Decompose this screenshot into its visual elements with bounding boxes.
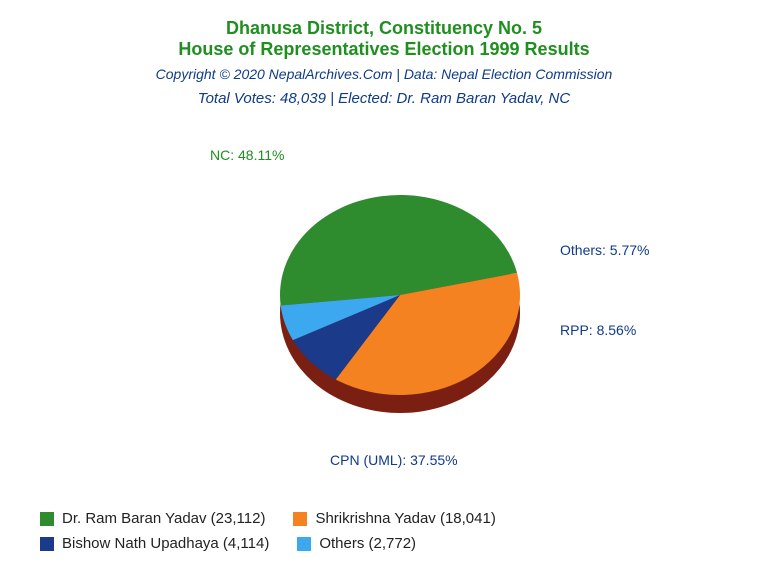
slice-label: Others: 5.77%: [560, 242, 650, 258]
legend-text: Others (2,772): [319, 535, 416, 552]
pie-wrap: [260, 167, 540, 447]
pie-svg: [260, 167, 540, 447]
slice-label: RPP: 8.56%: [560, 322, 636, 338]
legend-text: Bishow Nath Upadhaya (4,114): [62, 535, 269, 552]
legend-item: Bishow Nath Upadhaya (4,114): [40, 535, 269, 552]
slice-label: CPN (UML): 37.55%: [330, 452, 458, 468]
legend-swatch: [293, 512, 307, 526]
title-line-1: Dhanusa District, Constituency No. 5: [0, 18, 768, 39]
legend-item: Dr. Ram Baran Yadav (23,112): [40, 510, 265, 527]
slice-label: NC: 48.11%: [210, 147, 284, 163]
legend-text: Shrikrishna Yadav (18,041): [315, 510, 495, 527]
legend-swatch: [40, 537, 54, 551]
legend-item: Shrikrishna Yadav (18,041): [293, 510, 495, 527]
copyright-text: Copyright © 2020 NepalArchives.Com | Dat…: [0, 66, 768, 82]
legend: Dr. Ram Baran Yadav (23,112) Shrikrishna …: [40, 510, 720, 552]
legend-item: Others (2,772): [297, 535, 416, 552]
title-block: Dhanusa District, Constituency No. 5 Hou…: [0, 0, 768, 107]
legend-text: Dr. Ram Baran Yadav (23,112): [62, 510, 265, 527]
legend-swatch: [40, 512, 54, 526]
legend-swatch: [297, 537, 311, 551]
pie-chart-area: NC: 48.11% CPN (UML): 37.55% RPP: 8.56% Oth…: [0, 107, 768, 467]
summary-text: Total Votes: 48,039 | Elected: Dr. Ram B…: [0, 90, 768, 107]
title-line-2: House of Representatives Election 1999 R…: [0, 39, 768, 60]
